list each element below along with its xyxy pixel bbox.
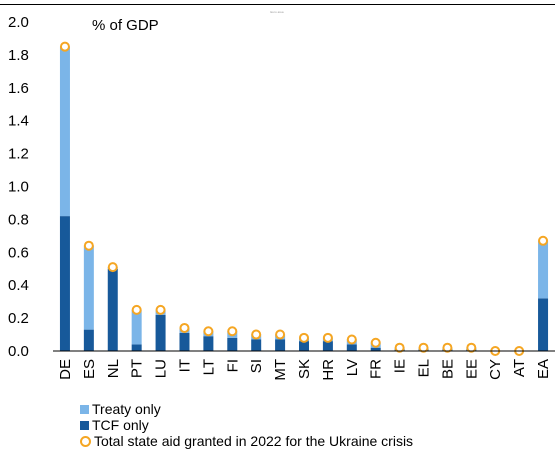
y-axis: 0.0 0.2 0.4 0.6 0.8 1.0 1.2 1.4 1.6 1.8 2.0 bbox=[8, 14, 29, 360]
y-tick-label: 1.6 bbox=[8, 80, 29, 97]
chart: Euro area % of GDP 0.0 0.2 0.4 0.6 0.8 1.0 1.2… bbox=[0, 4, 555, 381]
marker-total-nl bbox=[107, 262, 118, 273]
x-tick-label-es: ES bbox=[81, 359, 98, 379]
x-tick-label-ee: EE bbox=[463, 359, 480, 379]
x-tick-label-cy: CY bbox=[487, 359, 504, 380]
marker-total-de bbox=[59, 41, 70, 52]
x-tick-label-it: IT bbox=[176, 359, 193, 372]
x-tick-label-hr: HR bbox=[320, 359, 337, 381]
legend-swatch-tcf bbox=[80, 420, 89, 430]
x-tick-label-lv: LV bbox=[344, 359, 361, 376]
x-tick-label-be: BE bbox=[439, 359, 456, 379]
x-tick-label-lu: LU bbox=[153, 359, 170, 378]
marker-total-it bbox=[179, 322, 190, 333]
marker-total-fr bbox=[370, 337, 381, 348]
y-tick-label: 0.4 bbox=[8, 277, 29, 294]
legend: Treaty only TCF only Total state aid gra… bbox=[80, 401, 413, 449]
x-tick-label-lt: LT bbox=[200, 359, 217, 375]
x-tick-label-ea: EA bbox=[535, 359, 552, 379]
x-tick-label-fi: FI bbox=[224, 359, 241, 372]
bars bbox=[59, 46, 549, 351]
marker-total-hr bbox=[322, 332, 333, 343]
x-tick-label-at: AT bbox=[511, 359, 528, 377]
bar-treaty-de bbox=[59, 46, 70, 217]
legend-label-total: Total state aid granted in 2022 for the … bbox=[94, 433, 414, 449]
marker-total-pt bbox=[131, 304, 142, 315]
bar-tcf-si bbox=[251, 339, 262, 351]
marker-total-si bbox=[251, 329, 262, 340]
marker-total-mt bbox=[275, 329, 286, 340]
unit-label: % of GDP bbox=[92, 17, 159, 34]
marker-total-ea bbox=[538, 235, 549, 246]
x-tick-label-el: EL bbox=[416, 359, 433, 377]
bar-tcf-nl bbox=[107, 268, 118, 351]
x-tick-label-sk: SK bbox=[296, 359, 313, 379]
legend-item-treaty: Treaty only bbox=[80, 401, 413, 417]
x-tick-label-pt: PT bbox=[129, 359, 146, 378]
marker-total-sk bbox=[299, 332, 309, 343]
y-tick-label: 1.2 bbox=[8, 146, 29, 163]
y-tick-label: 0.6 bbox=[8, 244, 29, 261]
legend-label-treaty: Treaty only bbox=[92, 401, 161, 417]
bar-tcf-fr bbox=[370, 347, 381, 351]
legend-marker-total bbox=[80, 435, 91, 447]
bar-tcf-de bbox=[59, 216, 70, 351]
bar-tcf-ea bbox=[538, 298, 549, 351]
y-tick-label: 2.0 bbox=[8, 14, 29, 31]
x-tick-label-de: DE bbox=[57, 359, 74, 380]
marker-total-be bbox=[442, 342, 453, 353]
bar-treaty-pt bbox=[131, 309, 142, 345]
y-tick-label: 0.0 bbox=[8, 343, 29, 360]
bar-tcf-lu bbox=[155, 314, 166, 351]
bar-tcf-sk bbox=[299, 341, 309, 351]
bar-treaty-ea bbox=[538, 240, 549, 299]
x-axis-labels: DE ES NL PT LU IT LT FI SI MT SK HR LV FR IE EL BE EE CY AT… bbox=[57, 359, 552, 381]
bar-tcf-lv bbox=[346, 344, 357, 351]
chart-watermark: Euro area bbox=[270, 10, 284, 14]
bar-treaty-es bbox=[83, 245, 94, 330]
bar-tcf-hr bbox=[322, 341, 333, 351]
bar-tcf-mt bbox=[275, 339, 286, 351]
legend-item-tcf: TCF only bbox=[80, 417, 413, 433]
y-tick-label: 1.0 bbox=[8, 179, 29, 196]
legend-item-total: Total state aid granted in 2022 for the … bbox=[80, 433, 413, 449]
marker-total-ie bbox=[394, 342, 405, 353]
x-tick-label-si: SI bbox=[248, 359, 265, 373]
x-tick-label-fr: FR bbox=[368, 359, 385, 379]
bar-tcf-es bbox=[83, 329, 94, 351]
y-tick-label: 1.4 bbox=[8, 113, 29, 130]
marker-total-lt bbox=[203, 326, 214, 337]
x-tick-label-ie: IE bbox=[392, 359, 409, 373]
bar-tcf-lt bbox=[203, 336, 214, 351]
marker-total-es bbox=[83, 240, 94, 251]
x-tick-label-nl: NL bbox=[105, 359, 122, 378]
total-markers bbox=[59, 41, 549, 356]
marker-total-lv bbox=[346, 334, 357, 345]
legend-swatch-treaty bbox=[80, 404, 89, 414]
y-tick-label: 1.8 bbox=[8, 47, 29, 64]
bar-tcf-pt bbox=[131, 344, 142, 351]
bar-tcf-fi bbox=[227, 337, 238, 351]
legend-label-tcf: TCF only bbox=[92, 417, 149, 433]
marker-total-fi bbox=[227, 326, 238, 337]
marker-total-el bbox=[418, 342, 429, 353]
marker-total-ee bbox=[466, 342, 477, 353]
marker-total-lu bbox=[155, 304, 166, 315]
bar-tcf-it bbox=[179, 332, 190, 351]
x-tick-label-mt: MT bbox=[272, 359, 289, 381]
y-tick-label: 0.2 bbox=[8, 310, 29, 327]
y-tick-label: 0.8 bbox=[8, 211, 29, 228]
